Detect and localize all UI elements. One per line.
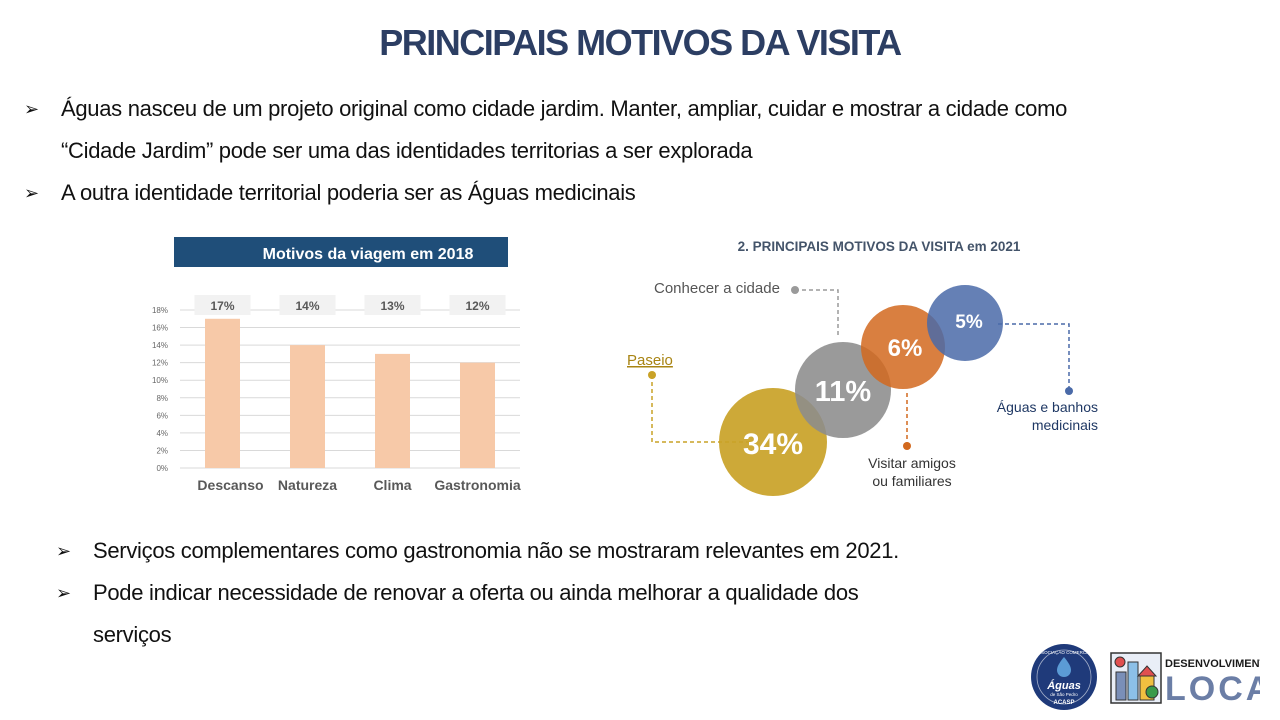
category-label: Natureza — [278, 477, 337, 493]
bar-chart-title: Motivos da viagem em 2018 — [263, 246, 474, 263]
bubble-aguas — [927, 285, 1003, 361]
bullet-item: ➢ Serviços complementares como gastronom… — [56, 530, 936, 572]
acasp-abbr: ACASP — [1053, 700, 1074, 706]
arrow-bullet-icon: ➢ — [56, 583, 71, 603]
city-icon — [1110, 652, 1162, 704]
data-label-background — [194, 295, 251, 315]
bubble-chart-2021: 2. PRINCIPAIS MOTIVOS DA VISITA em 2021 … — [627, 239, 1098, 496]
bubble-label-aguas: 5% — [955, 312, 983, 333]
bullet-item: ➢ Pode indicar necessidade de renovar a … — [56, 572, 936, 656]
bullet-item: ➢ Águas nasceu de um projeto original co… — [24, 88, 1104, 172]
category-label: Clima — [373, 477, 411, 493]
y-tick-label: 14% — [152, 341, 168, 350]
bar — [205, 318, 240, 468]
bullet-text: Pode indicar necessidade de renovar a of… — [93, 580, 859, 647]
bullet-text: A outra identidade territorial poderia s… — [61, 180, 636, 205]
bullet-item: ➢ A outra identidade territorial poderia… — [24, 172, 1104, 214]
y-tick-label: 10% — [152, 376, 168, 385]
data-label-background — [449, 295, 506, 315]
bubble-visitar — [861, 305, 945, 389]
category-label: Descanso — [197, 477, 263, 493]
bar-data-label: 13% — [380, 299, 404, 313]
desenvolvimento-local-logo: DESENVOLVIMENTO LOCAL — [1110, 652, 1260, 708]
bar — [290, 345, 325, 468]
bubble-label-conhecer: 11% — [815, 376, 872, 408]
y-tick-label: 8% — [156, 394, 168, 403]
y-tick-label: 6% — [156, 411, 168, 420]
bottom-bullet-list: ➢ Serviços complementares como gastronom… — [56, 530, 936, 656]
dev-logo-line1: DESENVOLVIMENTO — [1165, 658, 1260, 670]
acasp-logo: ASSOCIAÇÃO COMERCIAL Águas de São Pedro … — [1031, 644, 1097, 710]
acasp-sub: de São Pedro — [1050, 692, 1078, 697]
page-title: PRINCIPAIS MOTIVOS DA VISITA — [379, 22, 902, 63]
y-tick-label: 4% — [156, 429, 168, 438]
data-label-background — [279, 295, 336, 315]
category-label-paseio: Paseio — [627, 352, 673, 369]
data-label-background — [364, 295, 421, 315]
paseio-connector — [651, 375, 752, 443]
paseio-marker — [648, 371, 656, 379]
y-tick-label: 12% — [152, 359, 168, 368]
water-drop-icon — [1057, 657, 1071, 677]
arrow-bullet-icon: ➢ — [56, 541, 71, 561]
bar-data-label: 12% — [465, 299, 489, 313]
category-label-aguas: Águas e banhos medicinais — [997, 399, 1098, 433]
conhecer-connector — [795, 289, 839, 338]
bubble-label-paseio: 34% — [743, 428, 803, 461]
bubble-label-visitar: 6% — [888, 335, 923, 362]
category-label-conhecer: Conhecer a cidade — [654, 280, 780, 297]
chart-title-banner — [174, 237, 508, 267]
y-tick-label: 2% — [156, 446, 168, 455]
acasp-name: Águas — [1046, 679, 1081, 692]
aguas-connector — [998, 323, 1070, 391]
bullet-text: Serviços complementares como gastronomia… — [93, 538, 899, 563]
visitar-marker — [903, 442, 911, 450]
acasp-arc-text: ASSOCIAÇÃO COMERCIAL — [1035, 649, 1093, 655]
bar-chart-2018: Motivos da viagem em 2018 0% 2% 4% 6% 8% 10% 1… — [152, 237, 521, 493]
y-tick-label: 18% — [152, 306, 168, 315]
bubble-chart-title: 2. PRINCIPAIS MOTIVOS DA VISITA em 2021 — [738, 239, 1021, 254]
conhecer-marker — [791, 286, 799, 294]
bar — [460, 362, 495, 468]
bar — [375, 353, 410, 468]
category-label-visitar: Visitar amigos ou familiares — [868, 455, 956, 489]
top-bullet-list: ➢ Águas nasceu de um projeto original co… — [24, 88, 1104, 214]
bar-data-label: 14% — [295, 299, 319, 313]
aguas-marker — [1065, 387, 1073, 395]
arrow-bullet-icon: ➢ — [24, 99, 39, 119]
bubble-paseio — [719, 388, 827, 496]
y-tick-label: 16% — [152, 324, 168, 333]
bullet-text: Águas nasceu de um projeto original como… — [61, 96, 1068, 163]
category-label: Gastronomia — [434, 477, 521, 493]
arrow-bullet-icon: ➢ — [24, 183, 39, 203]
bar-data-label: 17% — [210, 299, 234, 313]
dev-logo-line2: LOCAL — [1165, 670, 1260, 708]
y-tick-label: 0% — [156, 464, 168, 473]
